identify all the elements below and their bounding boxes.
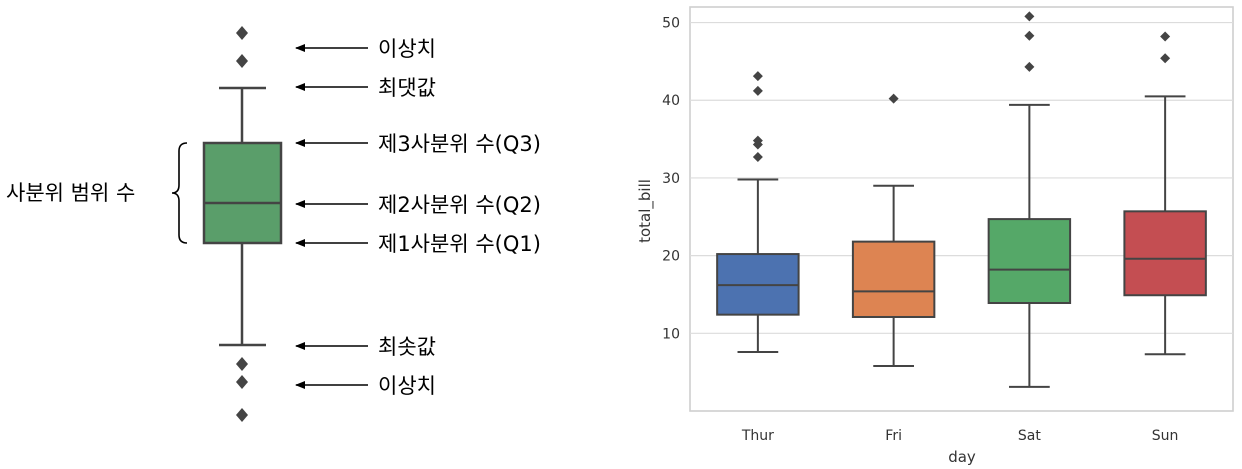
label-outlier-bottom: 이상치 — [378, 374, 436, 398]
x-tick-label: Sat — [1018, 428, 1041, 444]
boxplot-chart: 10 20 30 40 50 Thur Fri Sat Sun total_bill day — [636, 7, 1233, 466]
label-q1: 제1사분위 수(Q1) — [378, 232, 541, 256]
iqr-box — [853, 242, 934, 317]
y-tick-label: 50 — [662, 16, 680, 32]
y-axis-label: total_bill — [636, 179, 655, 243]
x-tick-label: Thur — [741, 428, 774, 444]
label-q3: 제3사분위 수(Q3) — [378, 132, 541, 156]
diagram-outlier-marker — [236, 357, 248, 371]
diagram-outlier-marker — [236, 54, 248, 68]
x-tick-label: Sun — [1152, 428, 1179, 444]
iqr-box — [1124, 211, 1205, 295]
diagram-outlier-marker — [236, 26, 248, 40]
boxplot-diagram: 이상치 최댓값 제3사분위 수(Q3) 제2사분위 수(Q2) 제1사분위 수(… — [6, 26, 541, 422]
y-tick-label: 30 — [662, 171, 680, 187]
diagram-outlier-marker — [236, 408, 248, 422]
x-axis-label: day — [948, 448, 976, 466]
label-min: 최솟값 — [378, 335, 436, 359]
iqr-box — [989, 219, 1070, 303]
y-tick-label: 20 — [662, 249, 680, 265]
diagram-box — [204, 143, 281, 243]
plot-area — [690, 7, 1233, 411]
y-tick-label: 10 — [662, 326, 680, 342]
label-max: 최댓값 — [378, 76, 436, 100]
label-iqr: 사분위 범위 수 — [6, 181, 135, 205]
label-q2: 제2사분위 수(Q2) — [378, 193, 541, 217]
x-tick-label: Fri — [885, 428, 902, 444]
diagram-outlier-marker — [236, 375, 248, 389]
y-tick-label: 40 — [662, 93, 680, 109]
iqr-brace — [172, 143, 187, 243]
label-outlier-top: 이상치 — [378, 37, 436, 61]
